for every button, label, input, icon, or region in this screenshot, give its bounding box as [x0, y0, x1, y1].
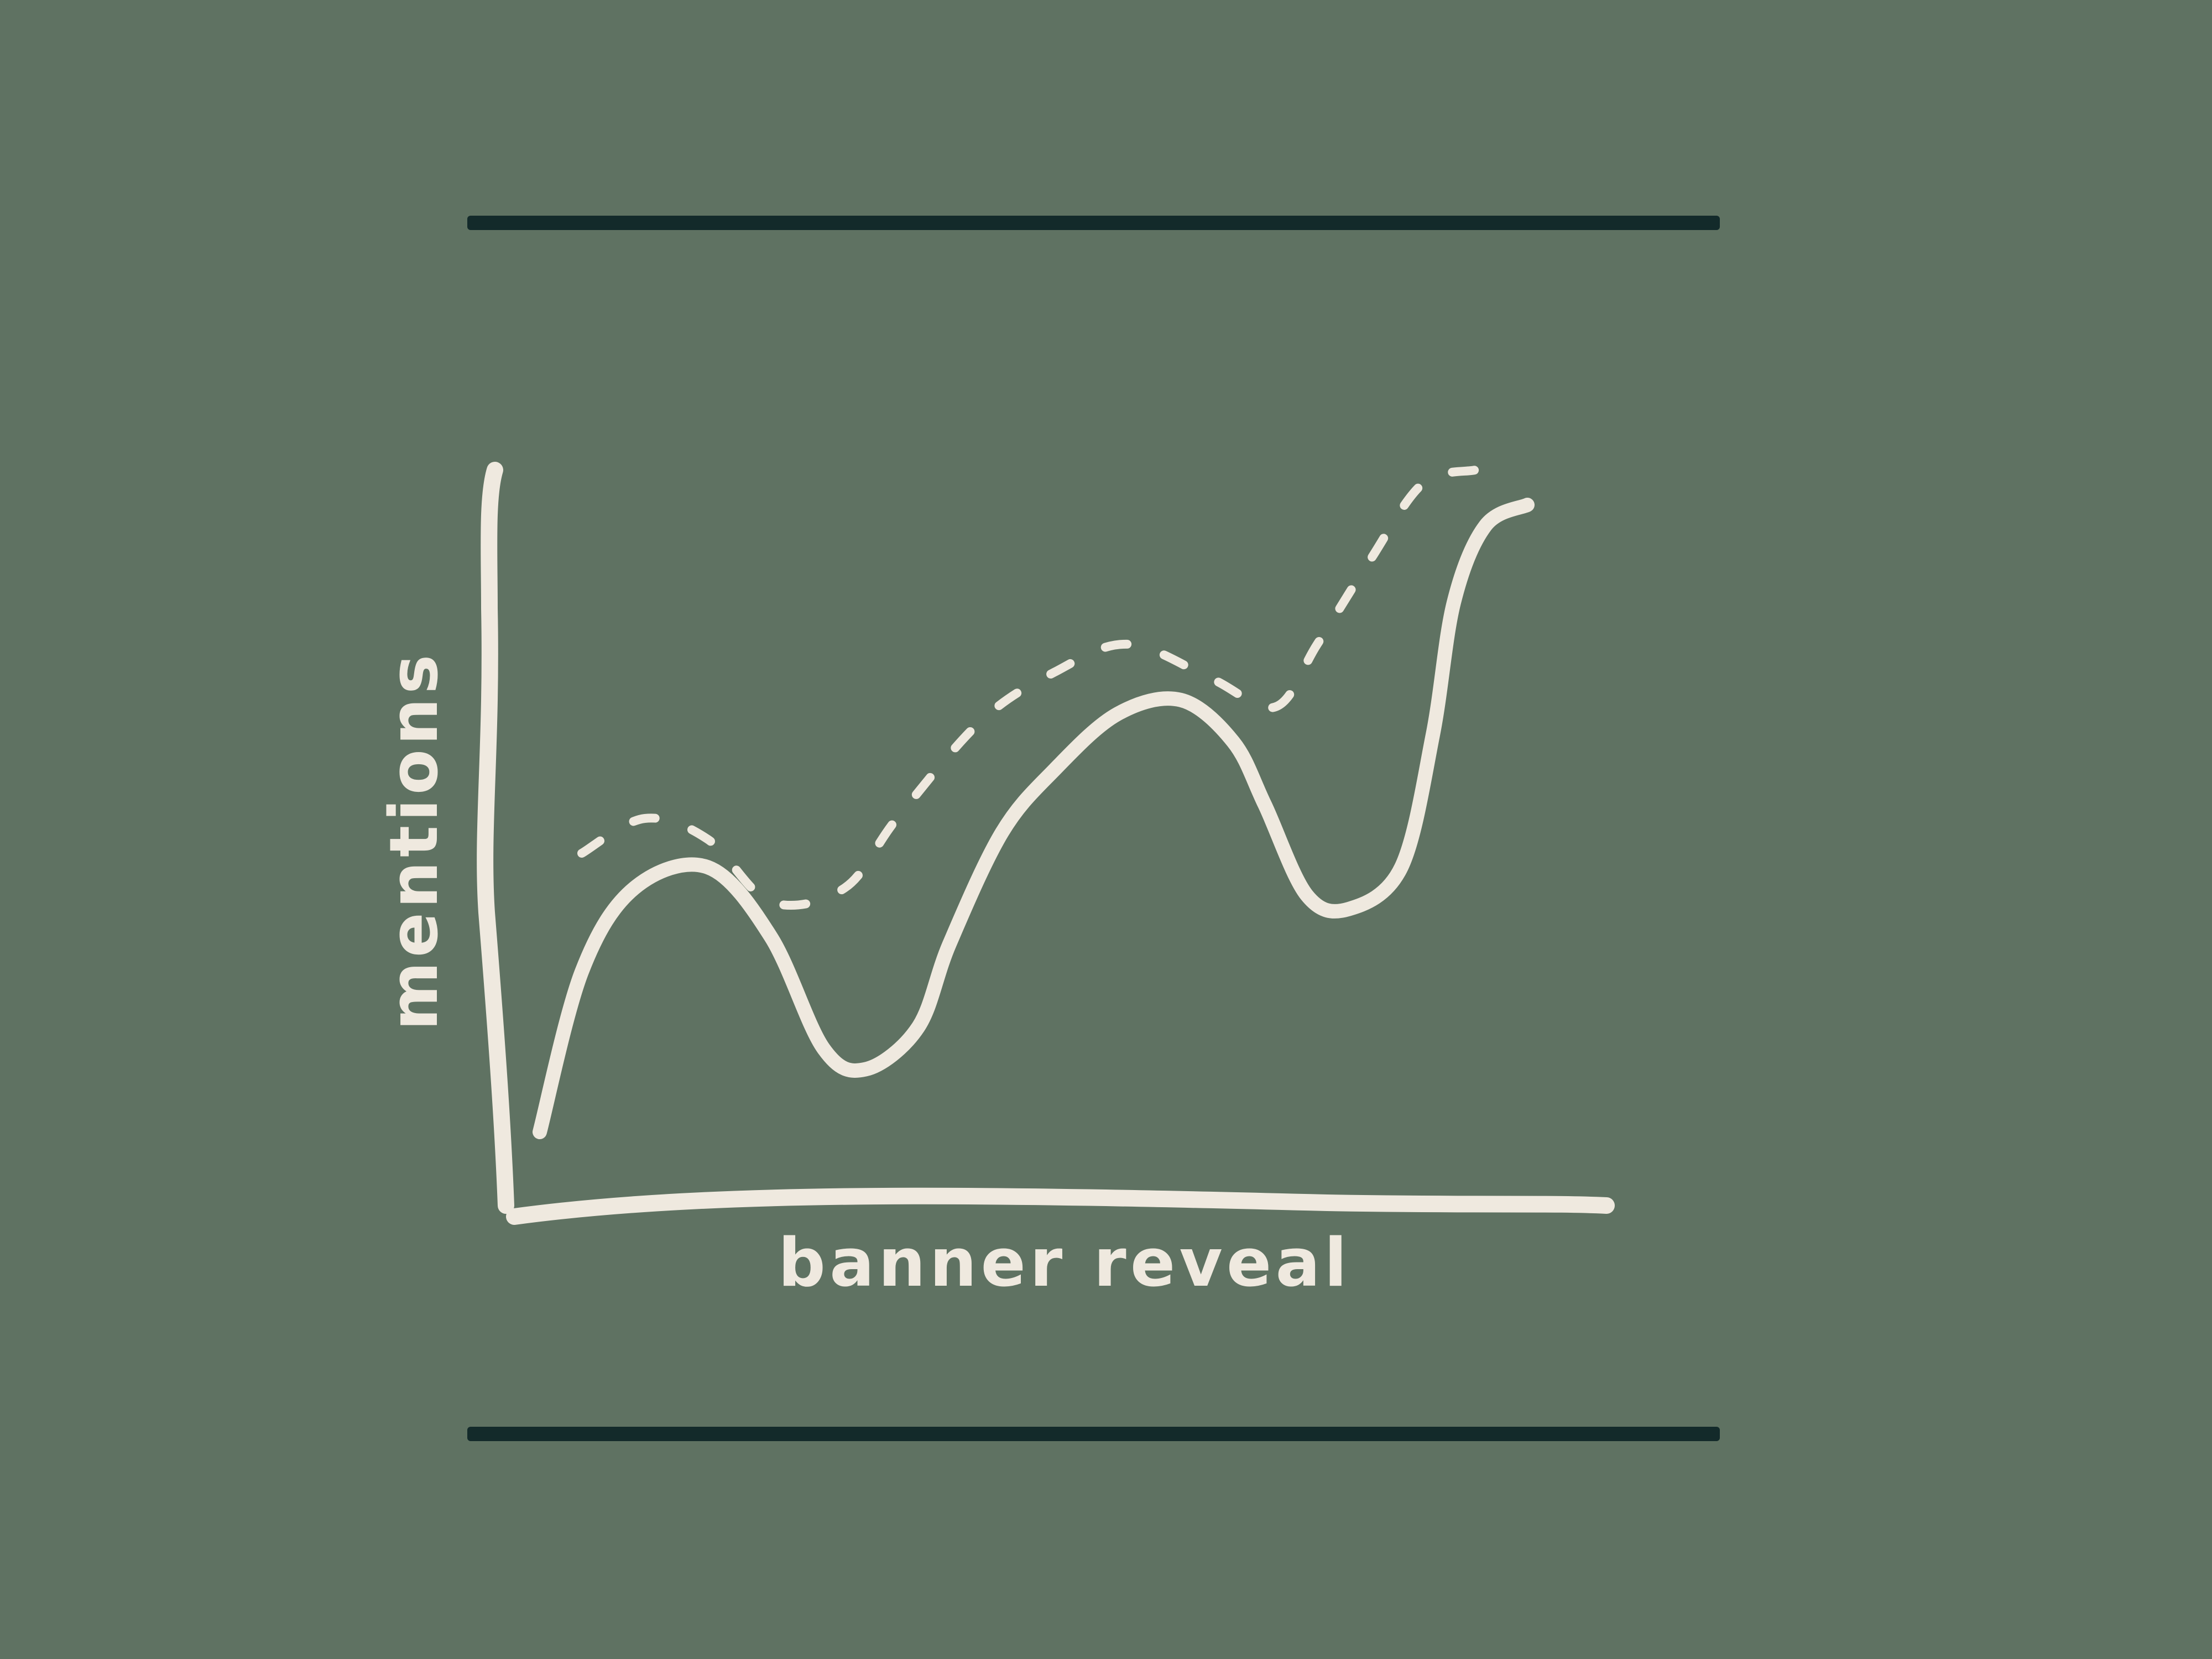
y-axis-label: mentions: [376, 650, 453, 1030]
bottom-rule: [467, 1427, 1720, 1441]
series-line-1: [533, 498, 1535, 1139]
series-line-2: [577, 466, 1479, 910]
top-rule: [467, 216, 1720, 230]
series-1: [533, 498, 1535, 1139]
x-axis-label: banner reveal: [778, 1225, 1351, 1302]
series-2: [577, 466, 1479, 910]
y-axis: [477, 462, 514, 1214]
x-axis: [506, 1187, 1615, 1225]
series-layer: [533, 466, 1535, 1139]
